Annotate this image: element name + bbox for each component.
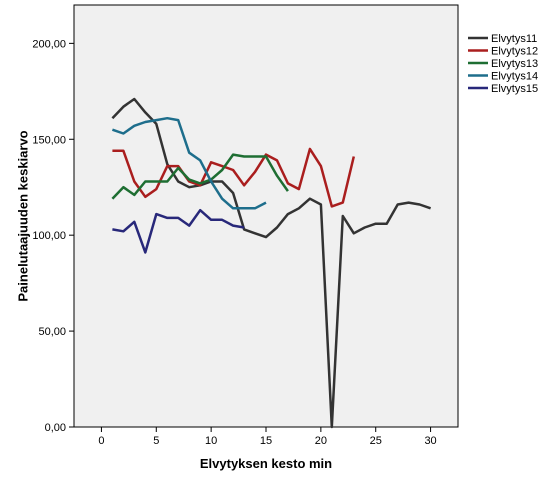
series-line-elvytys15 — [112, 208, 245, 254]
series-line-elvytys11 — [111, 97, 432, 429]
series-line-elvytys14 — [111, 116, 267, 210]
x-tick-label: 15 — [260, 435, 272, 447]
x-tick-label: 20 — [315, 435, 327, 447]
x-tick-label: 5 — [153, 435, 159, 447]
y-tick-label: 50,00 — [38, 326, 66, 338]
series-lines — [111, 97, 432, 429]
x-tick-label: 0 — [98, 435, 104, 447]
y-tick-label: 100,00 — [32, 230, 66, 242]
x-tick-label: 25 — [370, 435, 382, 447]
y-axis: 0,00 50,00 100,00 150,00 200,00 — [32, 38, 74, 434]
legend-label: Elvytys11 — [491, 33, 537, 45]
y-tick-label: 200,00 — [32, 38, 66, 50]
legend-label: Elvytys12 — [491, 46, 538, 58]
y-tick-label: 150,00 — [32, 134, 66, 146]
series-line-elvytys13 — [111, 153, 289, 200]
legend-label: Elvytys13 — [491, 58, 538, 70]
x-tick-label: 30 — [424, 435, 436, 447]
series-line-elvytys12 — [112, 147, 356, 208]
legend-label: Elvytys15 — [491, 83, 538, 95]
plot-area — [73, 4, 459, 428]
x-axis: 0 5 10 15 20 25 30 — [98, 427, 437, 447]
x-tick-label: 10 — [205, 435, 217, 447]
legend: Elvytys11Elvytys12Elvytys13Elvytys14Elvy… — [468, 33, 538, 95]
x-axis-title: Elvytyksen kesto min — [200, 456, 332, 471]
y-axis-title: Painelutaajuuden keskiarvo — [15, 130, 30, 301]
legend-label: Elvytys14 — [491, 71, 538, 83]
y-tick-label: 0,00 — [45, 422, 66, 434]
